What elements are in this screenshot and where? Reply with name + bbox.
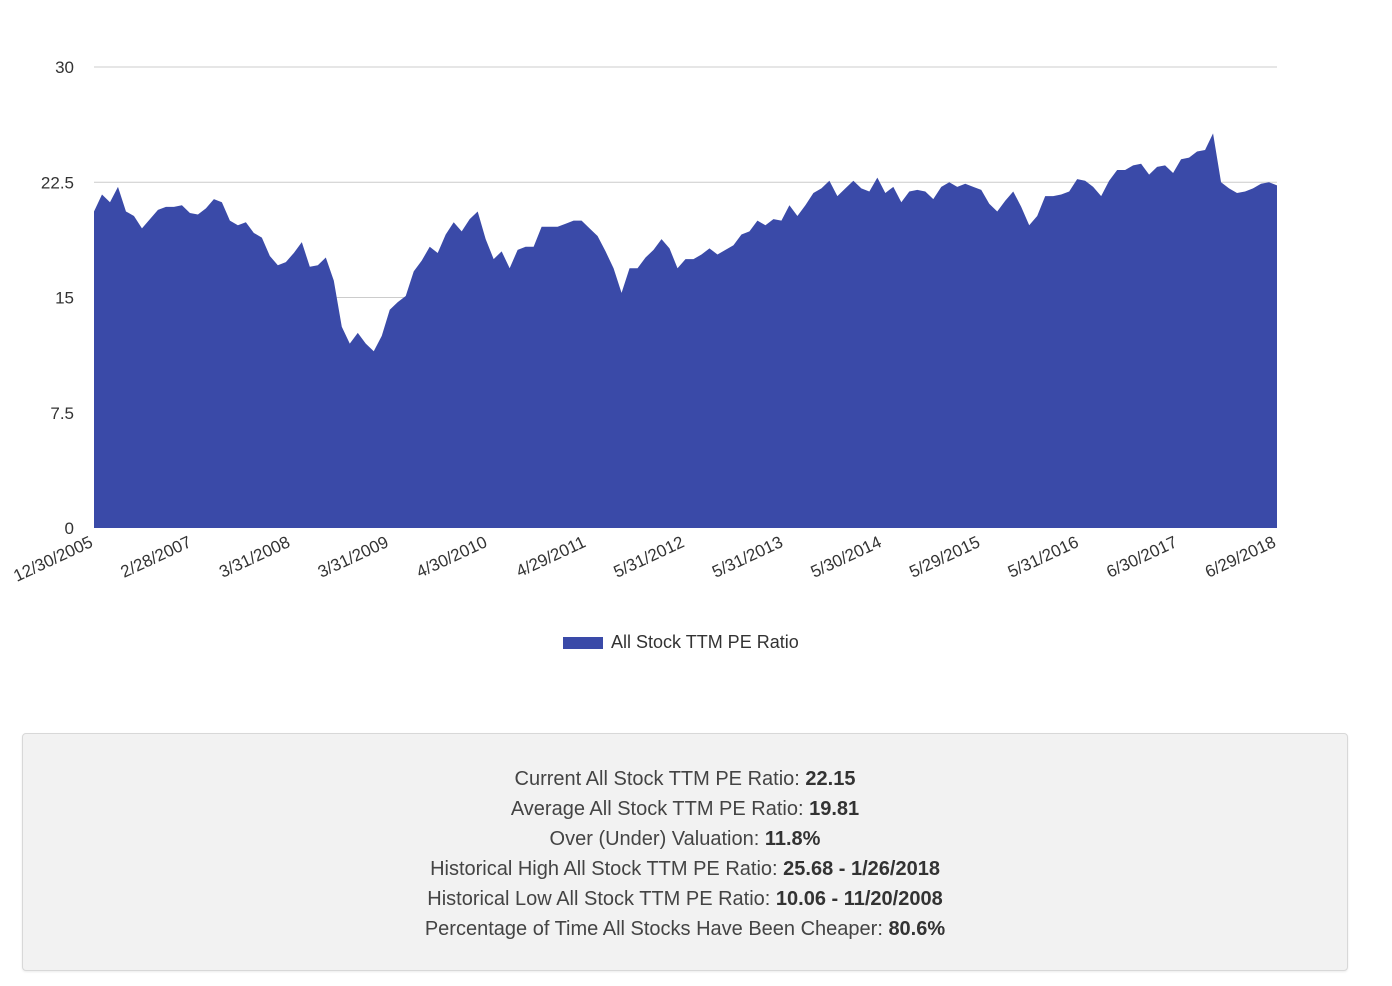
x-tick-label: 5/30/2014: [808, 532, 885, 581]
stat-value: 19.81: [809, 798, 860, 820]
x-tick-label: 3/31/2009: [315, 532, 392, 581]
stat-value: 22.15: [805, 768, 856, 790]
stat-current-pe: Current All Stock TTM PE Ratio: 22.15: [23, 764, 1347, 794]
stat-label: Over (Under) Valuation:: [549, 828, 765, 850]
stats-list: Current All Stock TTM PE Ratio: 22.15 Av…: [23, 764, 1347, 944]
x-tick-label: 12/30/2005: [11, 532, 96, 585]
x-tick-label: 4/29/2011: [513, 532, 588, 581]
y-tick-label: 0: [65, 519, 74, 538]
y-tick-label: 7.5: [50, 404, 74, 423]
y-tick-label: 30: [55, 58, 74, 77]
stat-value: 80.6%: [888, 918, 946, 940]
stat-valuation: Over (Under) Valuation: 11.8%: [23, 824, 1347, 854]
stat-label: Historical High All Stock TTM PE Ratio:: [430, 858, 784, 880]
y-tick-label: 15: [55, 289, 74, 308]
y-tick-label: 22.5: [41, 173, 74, 192]
stat-label: Average All Stock TTM PE Ratio:: [510, 798, 810, 820]
x-tick-label: 2/28/2007: [118, 532, 195, 581]
x-tick-label: 3/31/2008: [216, 532, 293, 581]
stat-value: 10.06 - 11/20/2008: [775, 888, 943, 910]
stat-historical-high: Historical High All Stock TTM PE Ratio: …: [23, 854, 1347, 884]
stat-average-pe: Average All Stock TTM PE Ratio: 19.81: [23, 794, 1347, 824]
pe-ratio-area-chart: 0 7.5 15 22.5 30 12/30/2005 2/28/2007 3/31/200…: [11, 58, 1279, 586]
x-tick-label: 4/30/2010: [413, 532, 490, 581]
x-tick-label: 5/31/2012: [611, 532, 688, 581]
valuation-stats-panel: Current All Stock TTM PE Ratio: 22.15 Av…: [22, 733, 1348, 971]
chart-legend[interactable]: All Stock TTM PE Ratio: [563, 632, 799, 653]
x-tick-label: 5/31/2016: [1005, 532, 1082, 581]
stat-label: Percentage of Time All Stocks Have Been …: [424, 918, 889, 940]
stat-label: Historical Low All Stock TTM PE Ratio:: [427, 888, 776, 910]
legend-swatch: [563, 636, 603, 649]
x-tick-label: 6/30/2017: [1104, 532, 1181, 581]
stat-historical-low: Historical Low All Stock TTM PE Ratio: 1…: [23, 884, 1347, 914]
area-series-all-stock-pe[interactable]: [94, 133, 1277, 528]
plot-area: [94, 133, 1277, 528]
x-tick-label: 5/29/2015: [906, 532, 983, 581]
y-axis-ticks: 0 7.5 15 22.5 30: [41, 58, 74, 538]
legend-label: All Stock TTM PE Ratio: [611, 632, 799, 652]
stat-label: Current All Stock TTM PE Ratio:: [514, 768, 806, 790]
x-axis-ticks: 12/30/2005 2/28/2007 3/31/2008 3/31/2009 4/3…: [11, 532, 1279, 585]
stat-value: 25.68 - 1/26/2018: [783, 858, 940, 880]
stat-percent-cheaper: Percentage of Time All Stocks Have Been …: [23, 914, 1347, 944]
stat-value: 11.8%: [764, 828, 821, 850]
x-tick-label: 5/31/2013: [709, 532, 786, 581]
x-tick-label: 6/29/2018: [1202, 532, 1279, 581]
